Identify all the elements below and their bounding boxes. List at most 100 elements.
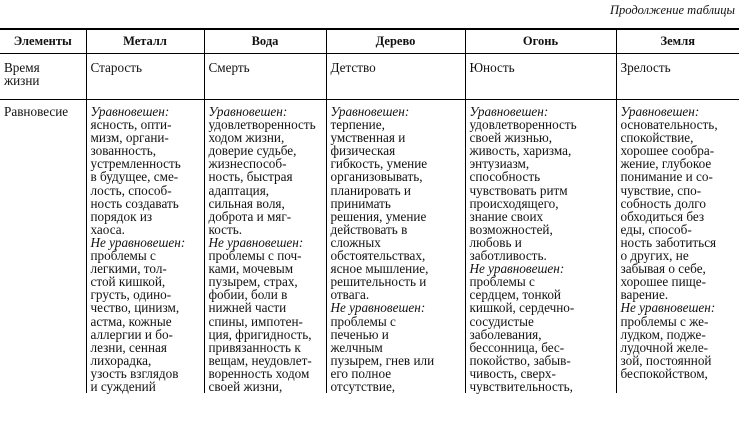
cell: Детство bbox=[325, 53, 465, 100]
text-line: чувствие, спо- bbox=[620, 182, 702, 198]
text-line: зованность, bbox=[90, 143, 157, 159]
text-line: хорошее пище- bbox=[620, 274, 707, 290]
text-line: ясное мышление, bbox=[330, 261, 429, 277]
text-line: действовать в bbox=[330, 221, 408, 237]
balanced-label: Уравновешен: bbox=[469, 104, 549, 119]
text-line: его полное bbox=[330, 365, 392, 381]
table-row: Равновесие Уравновешен: ясность, опти-мизм… bbox=[0, 99, 739, 394]
text-line: ками, мочевым bbox=[208, 261, 294, 277]
text-line: и суждений bbox=[90, 378, 156, 394]
text-line: своей жизни, bbox=[208, 378, 283, 394]
text-line: аллергии и бо- bbox=[90, 326, 173, 342]
text-line: чество, цинизм, bbox=[90, 300, 180, 316]
text-line: заботливость. bbox=[469, 248, 547, 264]
text-line: лихорадка, bbox=[90, 352, 152, 368]
cell: Уравновешен: терпение, умственная и физичес… bbox=[325, 99, 465, 394]
header-row: Элементы Металл Вода Дерево Огонь Земля bbox=[0, 28, 739, 54]
text-line: отвага. bbox=[330, 287, 370, 303]
text-line: доброта и мяг- bbox=[208, 208, 292, 224]
cell-text: Смерть bbox=[208, 60, 250, 75]
text-line: проблемы с bbox=[469, 274, 535, 290]
text-line: желчным bbox=[330, 339, 383, 355]
text-line: обходиться без bbox=[620, 208, 705, 224]
header-cell: Земля bbox=[615, 28, 739, 54]
row-label: Время жизни bbox=[4, 60, 40, 89]
text-line: кость. bbox=[208, 221, 243, 237]
text-line: нижней части bbox=[208, 300, 287, 316]
text-line: возможностей, bbox=[469, 221, 553, 237]
cell: Юность bbox=[464, 53, 616, 100]
header-cell: Огонь bbox=[464, 28, 616, 54]
text-line: сосудистые bbox=[469, 313, 534, 329]
text-line: чувствительность, bbox=[469, 378, 573, 394]
text-line: ность создавать bbox=[90, 195, 179, 211]
text-line: сложных bbox=[330, 234, 381, 250]
text-line: живость, харизма, bbox=[469, 143, 572, 159]
text-line: беспокойством, bbox=[620, 365, 708, 381]
text-line: чивость, сверх- bbox=[469, 365, 556, 381]
text-line: собность долго bbox=[620, 195, 706, 211]
text-line: происходящего, bbox=[469, 195, 559, 211]
text-line: умственная и bbox=[330, 130, 406, 146]
text-line: ция, фригидность, bbox=[208, 326, 312, 342]
text-line: удовлетворенность bbox=[469, 117, 577, 133]
text-line: узость взглядов bbox=[90, 365, 179, 381]
header-cell: Металл bbox=[85, 28, 204, 54]
text-line: порядок из bbox=[90, 208, 153, 224]
text-line: устремленность bbox=[90, 156, 181, 172]
text-line: жизнеспособ- bbox=[208, 156, 287, 172]
text-line: отсутствие, bbox=[330, 378, 396, 394]
text-line: забывая о себе, bbox=[620, 261, 706, 277]
text-line: терпение, bbox=[330, 117, 385, 133]
table-row: Время жизни Старость Смерть Детство Юность Зр… bbox=[0, 53, 739, 100]
text-line: знание своих bbox=[469, 208, 544, 224]
cell: Уравновешен: удовлетворенность ходом жизни… bbox=[203, 99, 326, 394]
cell: Зрелость bbox=[615, 53, 739, 100]
text-line: в будущее, сме- bbox=[90, 169, 179, 185]
cell: Уравновешен: ясность, опти-мизм, органи-з… bbox=[85, 99, 204, 394]
text-line: фобии, боли в bbox=[208, 287, 288, 303]
text-line: спины, импотен- bbox=[208, 313, 303, 329]
cell-text: Старость bbox=[90, 60, 143, 75]
text-line: основательность, bbox=[620, 117, 718, 133]
text-line: обстоятельствах, bbox=[330, 248, 426, 264]
unbalanced-label: Не уравновешен: bbox=[330, 300, 426, 316]
text-line: сердцем, тонкой bbox=[469, 287, 561, 303]
text-line: проблемы с поч- bbox=[208, 248, 302, 264]
cell: Смерть bbox=[203, 53, 326, 100]
text-line: хаоса. bbox=[90, 221, 125, 237]
text-line: планировать и bbox=[330, 182, 412, 198]
unbalanced-label: Не уравновешен: bbox=[90, 234, 186, 250]
text-line: лудочной желе- bbox=[620, 339, 709, 355]
header-cell: Дерево bbox=[325, 28, 465, 54]
text-line: проблемы с же- bbox=[620, 313, 709, 329]
balanced-label: Уравновешен: bbox=[330, 104, 410, 119]
cell: Уравновешен: удовлетворенность своей жизнь… bbox=[464, 99, 616, 394]
text-line: доверие судьбе, bbox=[208, 143, 297, 159]
text-line: решения, умение bbox=[330, 208, 427, 224]
text-line: привязанность к bbox=[208, 339, 301, 355]
text-line: лудком, подже- bbox=[620, 326, 706, 342]
text-line: сильная воля, bbox=[208, 195, 285, 211]
text-line: еды, способ- bbox=[620, 221, 692, 237]
text-line: пузырем, страх, bbox=[208, 274, 298, 290]
text-line: своей жизнью, bbox=[469, 130, 553, 146]
text-line: адаптация, bbox=[208, 182, 270, 198]
text-line: зой, постоянной bbox=[620, 352, 712, 368]
row-label-cell: Равновесие bbox=[0, 100, 86, 394]
text-line: варение. bbox=[620, 287, 669, 303]
cell-text: Юность bbox=[469, 60, 515, 75]
unbalanced-label: Не уравновешен: bbox=[208, 234, 304, 250]
text-line: проблемы с bbox=[330, 313, 396, 329]
balanced-label: Уравновешен: bbox=[620, 104, 700, 119]
text-line: мизм, органи- bbox=[90, 130, 169, 146]
text-line: кишкой, сердечно- bbox=[469, 300, 575, 316]
text-line: ность заботиться bbox=[620, 234, 717, 250]
text-line: гибкость, умение bbox=[330, 156, 428, 172]
text-line: стой кишкой, bbox=[90, 274, 166, 290]
balanced-label: Уравновешен: bbox=[90, 104, 170, 119]
table: Элементы Металл Вода Дерево Огонь Земля Время… bbox=[0, 28, 739, 393]
cell: Уравновешен: основательность, спокойствие,… bbox=[615, 99, 739, 394]
text-line: воренность ходом bbox=[208, 365, 310, 381]
text-line: астма, кожные bbox=[90, 313, 172, 329]
